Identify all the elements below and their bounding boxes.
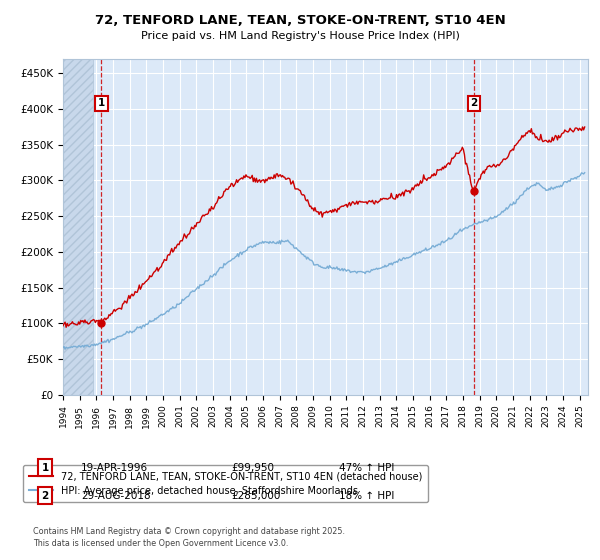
Text: 2: 2 (470, 98, 478, 108)
Text: 1: 1 (98, 98, 105, 108)
Text: 47% ↑ HPI: 47% ↑ HPI (339, 463, 394, 473)
Text: 72, TENFORD LANE, TEAN, STOKE-ON-TRENT, ST10 4EN: 72, TENFORD LANE, TEAN, STOKE-ON-TRENT, … (95, 14, 505, 27)
Text: 19-APR-1996: 19-APR-1996 (81, 463, 148, 473)
Text: Contains HM Land Registry data © Crown copyright and database right 2025.
This d: Contains HM Land Registry data © Crown c… (33, 527, 345, 548)
Legend: 72, TENFORD LANE, TEAN, STOKE-ON-TRENT, ST10 4EN (detached house), HPI: Average : 72, TENFORD LANE, TEAN, STOKE-ON-TRENT, … (23, 465, 428, 502)
Text: £285,000: £285,000 (231, 491, 280, 501)
Text: 2: 2 (41, 491, 49, 501)
Text: 29-AUG-2018: 29-AUG-2018 (81, 491, 151, 501)
Text: 1: 1 (41, 463, 49, 473)
Text: Price paid vs. HM Land Registry's House Price Index (HPI): Price paid vs. HM Land Registry's House … (140, 31, 460, 41)
Text: 18% ↑ HPI: 18% ↑ HPI (339, 491, 394, 501)
Text: £99,950: £99,950 (231, 463, 274, 473)
Bar (63, 59, 93, 395)
